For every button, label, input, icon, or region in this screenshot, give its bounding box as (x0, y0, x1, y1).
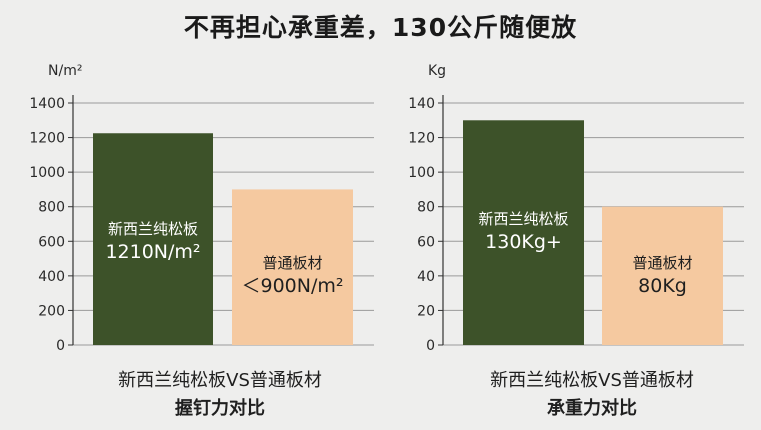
caption-nail-holding: 新西兰纯松板VS普通板材 握钉力对比 (60, 366, 380, 420)
y-tick-label: 400 (38, 269, 65, 285)
page-title: 不再担心承重差，130公斤随便放 (183, 13, 578, 42)
y-tick-label: 800 (38, 200, 65, 216)
bar-nz-pine (93, 133, 213, 345)
bar-nz-pine (463, 120, 584, 346)
y-tick-label: 1200 (29, 131, 65, 147)
caption-line2: 承重力对比 (547, 398, 637, 419)
y-tick-label: 0 (56, 338, 65, 354)
y-axis-unit: N/m² (48, 63, 82, 79)
y-tick-label: 600 (38, 234, 65, 250)
caption-line1: 新西兰纯松板VS普通板材 (490, 370, 694, 391)
y-tick-label: 1000 (29, 165, 65, 181)
y-tick-label: 20 (417, 303, 435, 319)
bar-ordinary (232, 189, 353, 345)
bar-data-label: 80Kg (638, 275, 687, 297)
y-tick-label: 40 (417, 269, 435, 285)
caption-load-bearing: 新西兰纯松板VS普通板材 承重力对比 (432, 366, 752, 420)
bar-category-label: 新西兰纯松板 (478, 210, 568, 228)
y-tick-label: 80 (417, 200, 435, 216)
caption-line1: 新西兰纯松板VS普通板材 (118, 370, 322, 391)
y-tick-label: 140 (408, 96, 435, 112)
bar-data-label: 130Kg+ (485, 231, 562, 253)
y-tick-label: 200 (38, 303, 65, 319)
bar-category-label: 普通板材 (632, 254, 692, 272)
bar-category-label: 新西兰纯松板 (108, 220, 198, 238)
caption-line2: 握钉力对比 (175, 398, 265, 419)
y-tick-label: 120 (408, 131, 435, 147)
bar-data-label: 1210N/m² (105, 241, 200, 263)
y-axis-unit: Kg (428, 63, 446, 79)
bar-ordinary (602, 206, 723, 345)
bar-category-label: 普通板材 (262, 254, 322, 272)
y-tick-label: 1400 (29, 96, 65, 112)
y-tick-label: 60 (417, 234, 435, 250)
y-tick-label: 100 (408, 165, 435, 181)
bar-data-label: ＜900N/m² (241, 275, 343, 297)
y-tick-label: 0 (426, 338, 435, 354)
